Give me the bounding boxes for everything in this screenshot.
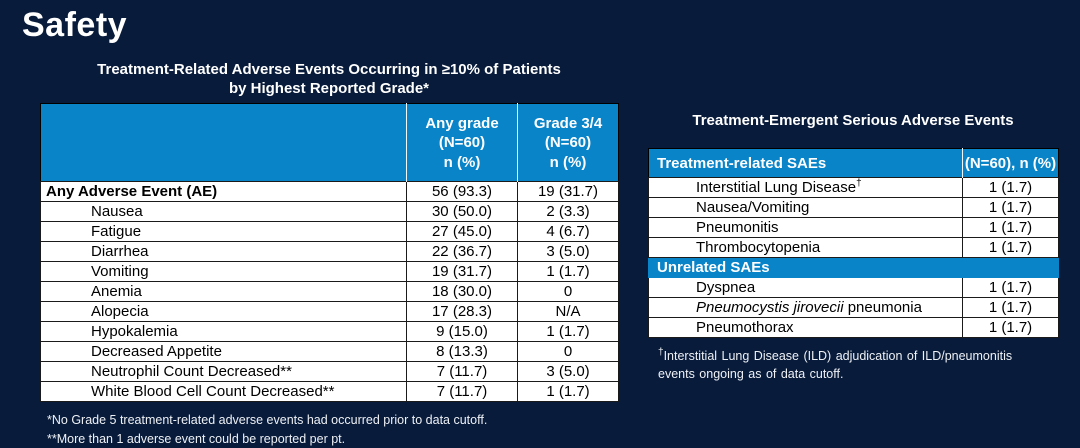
sae-label-cell: Interstitial Lung Disease†: [648, 177, 963, 198]
ae-value-cell: 3 (5.0): [517, 241, 619, 263]
sae-label-cell: Dyspnea: [648, 277, 963, 298]
ae-value-cell: 3 (5.0): [517, 361, 619, 383]
ae-value-cell: 7 (11.7): [406, 381, 518, 403]
header-treatment-related-saes: Treatment-related SAEs: [648, 148, 963, 178]
ae-value-cell: N/A: [517, 301, 619, 323]
footnote-ild-text: Interstitial Lung Disease (ILD) adjudica…: [658, 349, 1013, 381]
sae-value-cell: 1 (1.7): [962, 297, 1059, 318]
table-row: Alopecia 17 (28.3) N/A: [40, 301, 619, 323]
adverse-events-table-body: Any Adverse Event (AE) 56 (93.3) 19 (31.7)…: [40, 181, 619, 403]
left-footnotes: *No Grade 5 treatment-related adverse ev…: [40, 411, 618, 447]
table-row: Nausea 30 (50.0) 2 (3.3): [40, 201, 619, 223]
ae-label-cell: Hypokalemia: [40, 321, 407, 343]
ae-value-cell: 27 (45.0): [406, 221, 518, 243]
ae-value-cell: 17 (28.3): [406, 301, 518, 323]
ae-value-cell: 0: [517, 281, 619, 303]
sae-table: Treatment-related SAEs (N=60), n (%) Int…: [648, 148, 1059, 338]
table-row: Thrombocytopenia 1 (1.7): [648, 237, 1059, 258]
sae-label-cell: Pneumonitis: [648, 217, 963, 238]
ae-label-cell: Alopecia: [40, 301, 407, 323]
sae-value-cell: 1 (1.7): [962, 177, 1059, 198]
serious-adverse-events-block: Treatment-Emergent Serious Adverse Event…: [648, 112, 1059, 383]
ae-label-cell: Any Adverse Event (AE): [40, 181, 407, 203]
sae-label-cell: Thrombocytopenia: [648, 237, 963, 258]
adverse-events-title-line2: by Highest Reported Grade*: [228, 80, 430, 98]
sae-section-header: Unrelated SAEs: [648, 257, 1059, 278]
ae-label-cell: Anemia: [40, 281, 407, 303]
header-row: Treatment-related SAEs (N=60), n (%): [648, 148, 1059, 178]
ae-value-cell: 56 (93.3): [406, 181, 518, 203]
ae-value-cell: 0: [517, 341, 619, 363]
ae-value-cell: 8 (13.3): [406, 341, 518, 363]
ae-value-cell: 19 (31.7): [517, 181, 619, 203]
ae-label-cell: Neutrophil Count Decreased**: [40, 361, 407, 383]
table-row: Pneumocystis jirovecii pneumonia 1 (1.7): [648, 297, 1059, 318]
adverse-events-block: Treatment-Related Adverse Events Occurri…: [40, 60, 619, 448]
table-row: Neutrophil Count Decreased** 7 (11.7) 3 (5…: [40, 361, 619, 383]
sae-value-cell: 1 (1.7): [962, 197, 1059, 218]
ae-value-cell: 1 (1.7): [517, 261, 619, 283]
table-row: Diarrhea 22 (36.7) 3 (5.0): [40, 241, 619, 263]
table-row: White Blood Cell Count Decreased** 7 (11.…: [40, 381, 619, 403]
sae-label-cell: Pneumothorax: [648, 317, 963, 338]
ae-value-cell: 1 (1.7): [517, 381, 619, 403]
ae-value-cell: 2 (3.3): [517, 201, 619, 223]
ae-value-cell: 7 (11.7): [406, 361, 518, 383]
ae-label-cell: Fatigue: [40, 221, 407, 243]
ae-label-cell: Diarrhea: [40, 241, 407, 263]
header-grade-3-4: Grade 3/4 (N=60) n (%): [517, 103, 619, 182]
header-n60: (N=60), n (%): [962, 148, 1059, 178]
species-name-italic: Pneumocystis jirovecii: [696, 299, 844, 316]
table-row: Hypokalemia 9 (15.0) 1 (1.7): [40, 321, 619, 343]
ae-label-cell: Vomiting: [40, 261, 407, 283]
page-title: Safety: [22, 6, 128, 44]
header-any-grade: Any grade (N=60) n (%): [406, 103, 518, 182]
ae-label-cell: Nausea: [40, 201, 407, 223]
adverse-events-table: Any grade (N=60) n (%) Grade 3/4 (N=60) …: [40, 103, 619, 403]
adverse-events-title-line1: Treatment-Related Adverse Events Occurri…: [97, 61, 561, 78]
footnote-grade5: *No Grade 5 treatment-related adverse ev…: [47, 413, 488, 428]
ae-label-cell: White Blood Cell Count Decreased**: [40, 381, 407, 403]
sae-value-cell: 1 (1.7): [962, 237, 1059, 258]
sae-value-cell: 1 (1.7): [962, 277, 1059, 298]
ae-value-cell: 30 (50.0): [406, 201, 518, 223]
ae-value-cell: 22 (36.7): [406, 241, 518, 263]
sae-label-cell: Pneumocystis jirovecii pneumonia: [648, 297, 963, 318]
table-row: Pneumonitis 1 (1.7): [648, 217, 1059, 238]
header-row: Any grade (N=60) n (%) Grade 3/4 (N=60) …: [40, 103, 619, 182]
sae-value-cell: 1 (1.7): [962, 317, 1059, 338]
table-row: Anemia 18 (30.0) 0: [40, 281, 619, 303]
ae-value-cell: 18 (30.0): [406, 281, 518, 303]
sae-table-body: Interstitial Lung Disease† 1 (1.7) Nausea/…: [648, 177, 1059, 338]
table-row: Unrelated SAEs: [648, 257, 1059, 278]
sae-value-cell: 1 (1.7): [962, 217, 1059, 238]
ae-value-cell: 19 (31.7): [406, 261, 518, 283]
sae-label-cell: Nausea/Vomiting: [648, 197, 963, 218]
sae-table-title: Treatment-Emergent Serious Adverse Event…: [692, 112, 1014, 129]
dagger-symbol: †: [658, 346, 664, 358]
adverse-events-table-header: Any grade (N=60) n (%) Grade 3/4 (N=60) …: [40, 103, 619, 182]
header-empty-cell: [40, 103, 407, 182]
table-row: Nausea/Vomiting 1 (1.7): [648, 197, 1059, 218]
adverse-events-table-title: Treatment-Related Adverse Events Occurri…: [40, 60, 618, 98]
table-row: Any Adverse Event (AE) 56 (93.3) 19 (31.7): [40, 181, 619, 203]
footnote-more-than-one: **More than 1 adverse event could be rep…: [47, 431, 346, 446]
footnote-ild: †Interstitial Lung Disease (ILD) adjudic…: [648, 346, 1040, 383]
ae-label-cell: Decreased Appetite: [40, 341, 407, 363]
sae-table-header: Treatment-related SAEs (N=60), n (%): [648, 148, 1059, 178]
ae-value-cell: 9 (15.0): [406, 321, 518, 343]
table-row: Fatigue 27 (45.0) 4 (6.7): [40, 221, 619, 243]
table-row: Decreased Appetite 8 (13.3) 0: [40, 341, 619, 363]
table-row: Pneumothorax 1 (1.7): [648, 317, 1059, 338]
ae-value-cell: 1 (1.7): [517, 321, 619, 343]
table-row: Interstitial Lung Disease† 1 (1.7): [648, 177, 1059, 198]
table-row: Vomiting 19 (31.7) 1 (1.7): [40, 261, 619, 283]
table-row: Dyspnea 1 (1.7): [648, 277, 1059, 298]
ae-value-cell: 4 (6.7): [517, 221, 619, 243]
dagger-symbol: †: [856, 178, 862, 189]
